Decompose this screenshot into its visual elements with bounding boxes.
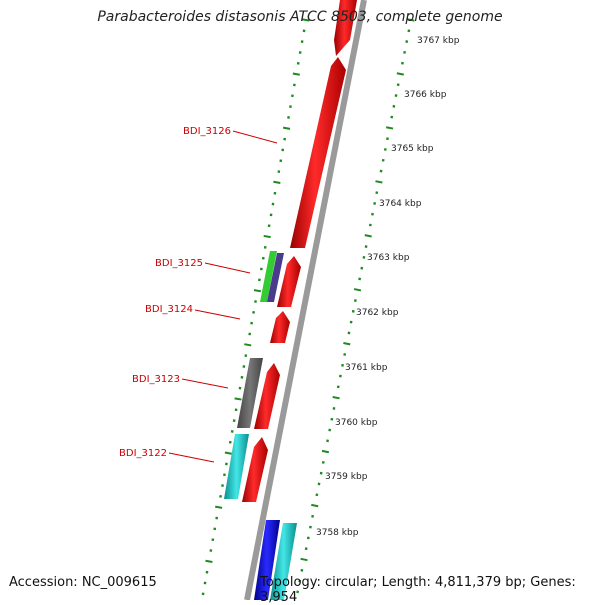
kbp-label: 3762 kbp (356, 308, 399, 318)
track-tick (301, 559, 308, 560)
track-tick (283, 128, 290, 129)
track-tick (273, 182, 280, 183)
track-tick (311, 505, 318, 506)
track-tick (225, 452, 232, 453)
track-tick (244, 344, 251, 345)
gene-label: BDI_3126 (183, 126, 231, 137)
kbp-label: 3764 kbp (379, 199, 422, 209)
track-tick (343, 343, 350, 344)
leader-bdi-3122 (169, 453, 214, 462)
map-title: Parabacteroides distasonis ATCC 8503, co… (0, 9, 600, 25)
kbp-label: 3765 kbp (391, 144, 434, 154)
kbp-scale-labels: 3767 kbp 3766 kbp 3765 kbp 3764 kbp 3763… (316, 36, 460, 538)
genome-summary-text: Topology: circular; Length: 4,811,379 bp… (260, 575, 600, 605)
kbp-label: 3761 kbp (345, 363, 388, 373)
gene-label: BDI_3124 (145, 304, 193, 315)
track-tick (375, 181, 382, 182)
track-tick (397, 73, 404, 74)
kbp-label: 3763 kbp (367, 253, 410, 263)
accession-text: Accession: NC_009615 (9, 575, 157, 590)
track-tick (254, 290, 261, 291)
track-tick (322, 451, 329, 452)
track-tick (333, 397, 340, 398)
gene-arrow-bdi-3124 (270, 311, 290, 343)
gene-label: BDI_3122 (119, 448, 167, 459)
leader-bdi-3125 (205, 263, 250, 273)
kbp-label: 3758 kbp (316, 528, 359, 538)
track-tick (215, 507, 222, 508)
gene-arrow-bdi-3126 (290, 57, 346, 248)
gene-label: BDI_3123 (132, 374, 180, 385)
leader-bdi-3124 (195, 310, 240, 319)
kbp-label: 3759 kbp (325, 472, 368, 482)
kbp-label: 3766 kbp (404, 90, 447, 100)
inner-dotted-track (202, 19, 310, 594)
track-tick (386, 127, 393, 128)
kbp-label: 3767 kbp (417, 36, 460, 46)
track-tick (365, 235, 372, 236)
kbp-label: 3760 kbp (335, 418, 378, 428)
leader-bdi-3126 (233, 131, 277, 143)
track-tick (235, 398, 242, 399)
track-tick (293, 74, 300, 75)
outer-dotted-track (296, 19, 414, 592)
gene-labels: BDI_3126 BDI_3125 BDI_3124 BDI_3123 BDI_… (119, 126, 231, 459)
leader-bdi-3123 (182, 379, 228, 388)
track-tick (205, 561, 212, 562)
track-tick (354, 289, 361, 290)
track-tick (264, 236, 271, 237)
gene-label: BDI_3125 (155, 258, 203, 269)
